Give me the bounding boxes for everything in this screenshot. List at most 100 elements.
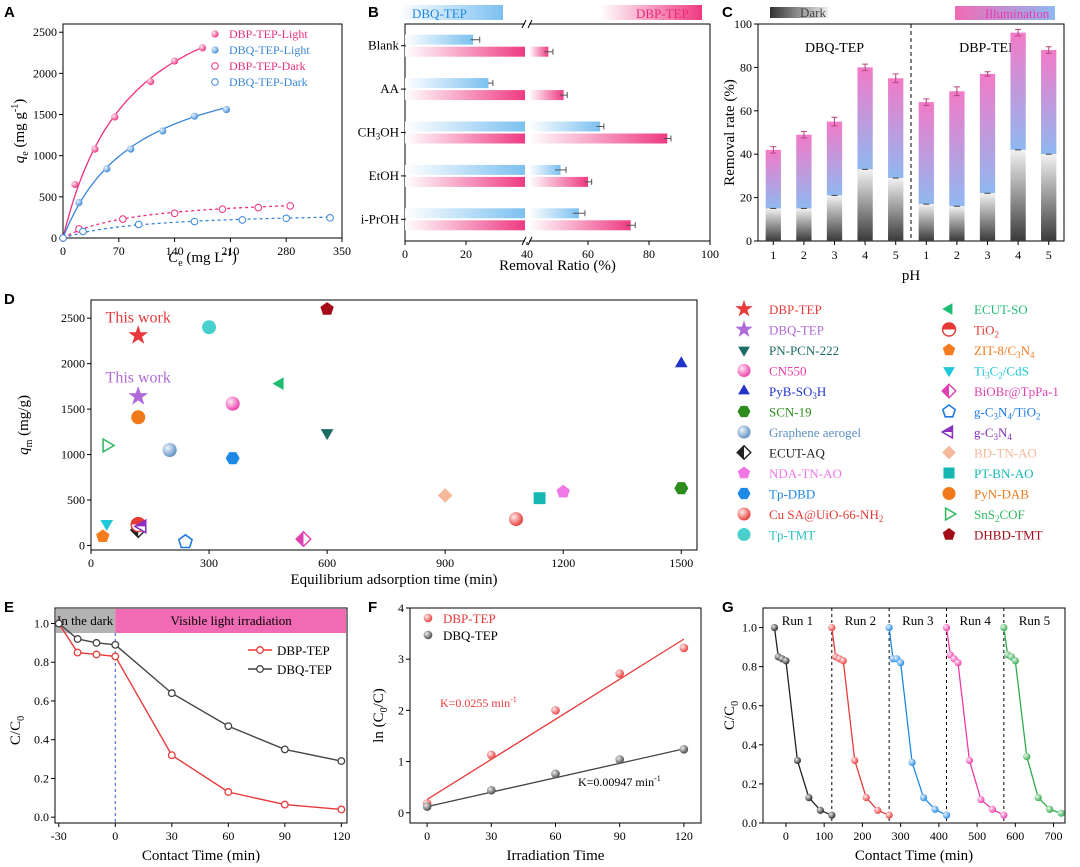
panel-a-point-DBQ-TEP-Dark: [282, 214, 291, 223]
panel-b-bar-DBP-TEP: [405, 90, 525, 101]
panel-e-point-DBP-TEP: [111, 652, 120, 661]
panel-f-legend-label: DBP-TEP: [443, 611, 496, 626]
panel-b-bar-DBP-TEP-cont: [529, 133, 668, 144]
panel-c-x-label: pH: [902, 268, 921, 284]
panel-d-annotation: This work: [106, 370, 171, 387]
panel-a-point-DBQ-TEP-Dark: [190, 217, 199, 226]
panel-g-point-run-shine: [919, 793, 928, 802]
panel-e-frame: [54, 607, 348, 824]
panel-d-x-tick-label: 600: [318, 556, 336, 570]
panel-a-point-DBQ-TEP-Light-shine: [159, 127, 167, 135]
panel-f-x-tick-label: 90: [614, 829, 626, 843]
panel-d-point-ECUT-SO: [272, 377, 284, 390]
panel-d-x-tick-label: 1500: [669, 556, 693, 570]
panel-g-point-run-shine: [1046, 805, 1054, 813]
panel-e-point-DBP-TEP: [73, 648, 82, 657]
panel-d-legend-label: g-C3N4: [974, 425, 1012, 442]
panel-f-x-label: Irradiation Time: [507, 848, 605, 864]
panel-f-point-DBQ-TEP-shine: [551, 769, 560, 779]
panel-c-errorbar: [831, 116, 838, 127]
panel-b-bar-DBQ-TEP-cont: [529, 208, 579, 219]
panel-b-break-mark: [521, 19, 527, 29]
panel-d-legend-marker: [942, 445, 956, 460]
panel-c-bar-dark: [765, 208, 781, 241]
panel-g-point-run-shine: [828, 623, 836, 632]
panel-e-legend-marker: [256, 646, 264, 654]
panel-a-x-label: Ce (mg L-1): [168, 248, 237, 269]
panel-a-point-DBP-TEP-Dark: [170, 209, 179, 218]
panel-a-legend-marker-shine: [211, 46, 219, 54]
panel-f-rate-constant: K=0.0255 min-1: [440, 695, 517, 710]
panel-d-legend-marker: [942, 487, 956, 500]
panel-a-point-DBP-TEP-Light-shine: [198, 44, 207, 52]
panel-f-fit-DBP-TEP: [426, 638, 685, 801]
panel-d-point-Tp-DBD: [225, 452, 240, 465]
panel-c-errorbar: [800, 130, 807, 139]
panel-d-legend-label: PT-BN-AO: [974, 466, 1033, 481]
panel-c-y-tick-label: 80: [740, 60, 752, 74]
panel-a-point-DBP-TEP-Light-shine: [91, 145, 99, 153]
panel-g-point-run-shine: [942, 623, 951, 632]
panel-d-point-BD-TN-AO: [437, 488, 453, 503]
panel-a-y-tick-label: 0: [51, 231, 57, 245]
panel-a-point-DBP-TEP-Dark: [286, 202, 294, 210]
panel-b-errorbar: [487, 80, 494, 87]
panel-c-x-tick-label: 5: [1046, 248, 1052, 262]
panel-c-bar-dark: [888, 178, 904, 241]
panel-g-x-tick-label: 100: [815, 829, 833, 843]
panel-d-point-DBP-TEP: [128, 325, 149, 344]
panel-d-legend-marker-shine: [737, 364, 751, 377]
panel-a-point-DBP-TEP-Light-shine: [71, 180, 79, 189]
panel-g-point-run-shine: [782, 657, 790, 665]
panel-g-x-tick-label: 500: [968, 829, 986, 843]
panel-d-y-tick-label: 2500: [61, 311, 85, 325]
panel-a-point-DBQ-TEP-Light-shine: [75, 199, 83, 207]
panel-a-point-DBP-TEP-Light-shine: [147, 78, 155, 86]
panel-b-category-label: EtOH: [369, 168, 399, 183]
panel-e-legend-label: DBQ-TEP: [277, 662, 332, 677]
panel-d-legend-marker-fill: [942, 384, 949, 398]
panel-d-point-ZIT-8/C3N4: [96, 529, 110, 542]
panel-c-errorbar: [770, 146, 777, 154]
panel-c-bar-illumination: [765, 149, 781, 209]
panel-g-y-label: C/C0: [722, 701, 741, 730]
panel-g-y-tick-label: 0.0: [742, 816, 757, 830]
panel-b-x-tick-label: 20: [460, 247, 472, 261]
panel-letter-b: B: [368, 4, 379, 21]
panel-b-category-label: CH3OH: [358, 125, 399, 142]
panel-d-legend-label: DBP-TEP: [769, 302, 822, 317]
panel-d-legend-marker: [735, 320, 753, 337]
panel-g-point-run-shine: [885, 811, 893, 819]
panel-g-x-label: Contact Time (min): [855, 848, 973, 864]
panel-a-point-DBQ-TEP-Light-shine: [222, 106, 231, 114]
panel-b-x-tick-label: 40: [521, 247, 533, 261]
panel-c-y-tick-label: 40: [740, 147, 752, 161]
panel-d-legend-label: Cu SA@UiO-66-NH2: [769, 507, 883, 524]
panel-d-legend-marker: [738, 346, 750, 357]
panel-a-x-tick-label: 70: [113, 244, 125, 258]
panel-b-bar-DBP-TEP: [405, 176, 525, 187]
panel-d-legend-marker-fill: [942, 323, 956, 330]
panel-d-y-tick-label: 1000: [61, 448, 85, 462]
panel-g-run-label: Run 5: [1019, 613, 1050, 628]
panel-c-bar-dark: [918, 204, 934, 241]
panel-g-x-tick-label: 200: [853, 829, 871, 843]
panel-a-isotherm: 0 70 140 210 280 350 0 500 1000 1500 2000 2500 Ce (m…: [10, 23, 351, 269]
panel-e-x-label: Contact Time (min): [142, 848, 260, 864]
panel-d-legend-marker-fill: [737, 445, 744, 460]
panel-b-bar-DBQ-TEP: [405, 34, 474, 45]
panel-a-legend-label: DBQ-TEP-Dark: [229, 75, 308, 89]
panel-g-point-run-shine: [1000, 623, 1008, 632]
panel-e-point-DBP-TEP: [337, 805, 346, 814]
panel-a-point-DBP-TEP-Dark: [118, 215, 127, 223]
panel-f-x-tick-label: 0: [424, 829, 430, 843]
panel-f-point-DBQ-TEP-shine: [679, 744, 689, 754]
panel-d-legend-label: CN550: [769, 364, 807, 379]
panel-letter-g: G: [722, 599, 734, 616]
panel-c-bar-illumination: [826, 121, 843, 196]
panel-b-bar-DBP-TEP-cont: [529, 220, 631, 231]
panel-f-x-tick-label: 120: [675, 829, 693, 843]
panel-d-legend-label: SnS2COF: [974, 507, 1025, 524]
panel-g-point-run-shine: [805, 793, 813, 802]
panel-a-x-tick-label: 210: [221, 244, 239, 258]
